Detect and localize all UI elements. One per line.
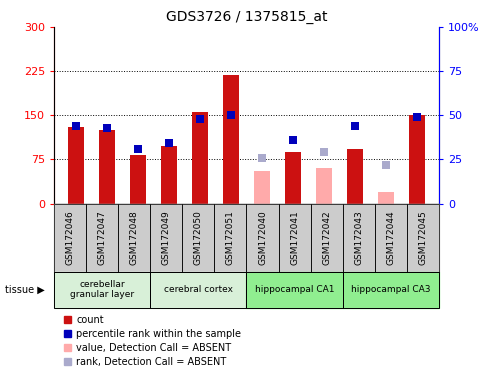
Text: GSM172047: GSM172047 <box>98 210 107 265</box>
Text: rank, Detection Call = ABSENT: rank, Detection Call = ABSENT <box>76 356 226 366</box>
Text: GSM172051: GSM172051 <box>226 210 235 265</box>
Title: GDS3726 / 1375815_at: GDS3726 / 1375815_at <box>166 10 327 25</box>
Text: percentile rank within the sample: percentile rank within the sample <box>76 329 241 339</box>
Text: hippocampal CA3: hippocampal CA3 <box>351 285 430 294</box>
Text: GSM172048: GSM172048 <box>130 210 139 265</box>
Bar <box>223 75 239 204</box>
Bar <box>68 127 84 204</box>
Bar <box>99 130 115 204</box>
Bar <box>378 192 394 204</box>
Bar <box>285 152 301 204</box>
Text: cerebellar
granular layer: cerebellar granular layer <box>70 280 135 299</box>
Text: GSM172050: GSM172050 <box>194 210 203 265</box>
Text: GSM172044: GSM172044 <box>386 210 395 265</box>
Bar <box>192 112 208 204</box>
Bar <box>409 115 425 204</box>
Text: GSM172049: GSM172049 <box>162 210 171 265</box>
Bar <box>347 149 363 204</box>
Text: GSM172040: GSM172040 <box>258 210 267 265</box>
Text: cerebral cortex: cerebral cortex <box>164 285 233 294</box>
Text: tissue ▶: tissue ▶ <box>5 285 45 295</box>
Text: GSM172045: GSM172045 <box>418 210 427 265</box>
Text: GSM172041: GSM172041 <box>290 210 299 265</box>
Bar <box>317 168 332 204</box>
Text: GSM172042: GSM172042 <box>322 210 331 265</box>
Bar <box>130 155 146 204</box>
Text: hippocampal CA1: hippocampal CA1 <box>255 285 334 294</box>
Text: count: count <box>76 314 104 324</box>
Text: GSM172043: GSM172043 <box>354 210 363 265</box>
Bar <box>161 146 176 204</box>
Text: GSM172046: GSM172046 <box>66 210 75 265</box>
Bar <box>254 171 270 204</box>
Text: value, Detection Call = ABSENT: value, Detection Call = ABSENT <box>76 343 231 353</box>
